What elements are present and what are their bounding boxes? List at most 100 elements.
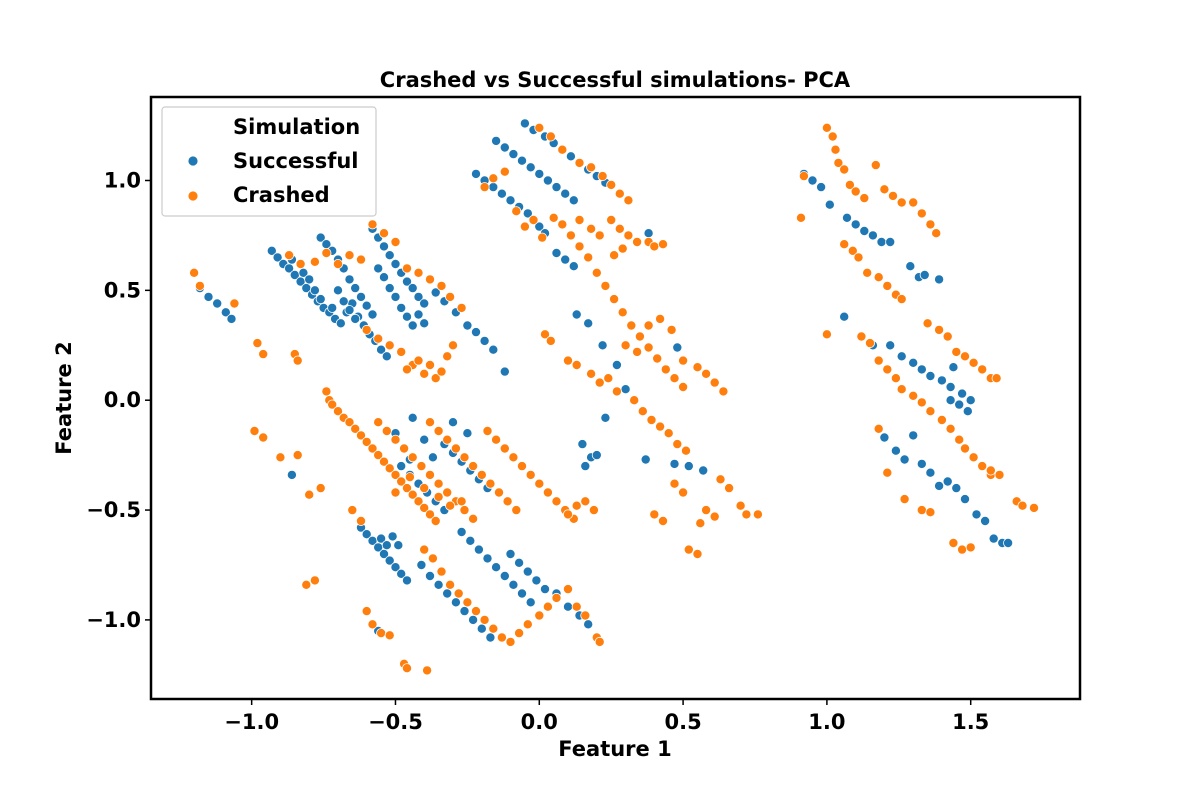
point-crashed-242: [925, 219, 936, 230]
point-successful-217: [899, 454, 910, 465]
point-crashed-170: [534, 122, 545, 133]
point-crashed-191: [663, 428, 674, 439]
point-crashed-120: [470, 606, 481, 617]
point-successful-60: [378, 272, 389, 283]
point-crashed-1: [194, 280, 205, 291]
point-crashed-7: [275, 452, 286, 463]
point-successful-202: [957, 388, 968, 399]
point-successful-216: [890, 445, 901, 456]
point-successful-227: [948, 362, 959, 373]
point-crashed-70: [416, 461, 427, 472]
y-tick-label: 1.0: [104, 168, 141, 192]
point-successful-196: [896, 351, 907, 362]
point-crashed-166: [574, 214, 585, 225]
point-crashed-231: [796, 212, 807, 223]
point-successful-175: [591, 450, 602, 461]
point-crashed-96: [551, 496, 562, 507]
point-crashed-20: [344, 250, 355, 261]
point-crashed-171: [545, 131, 556, 142]
chart-title: Crashed vs Successful simulations- PCA: [380, 68, 851, 92]
point-crashed-153: [669, 373, 680, 384]
point-crashed-104: [390, 487, 401, 498]
point-crashed-6: [258, 432, 269, 443]
point-successful-145: [424, 571, 435, 582]
point-crashed-128: [542, 601, 553, 612]
point-successful-85: [508, 149, 519, 160]
point-crashed-49: [344, 417, 355, 428]
point-crashed-249: [856, 331, 867, 342]
point-successful-56: [430, 287, 441, 298]
point-successful-40: [315, 294, 326, 305]
point-crashed-286: [1029, 502, 1040, 513]
point-crashed-260: [954, 434, 965, 445]
point-crashed-17: [309, 256, 320, 267]
point-crashed-40: [424, 359, 435, 370]
point-successful-49: [384, 250, 395, 261]
point-crashed-107: [361, 606, 372, 617]
y-axis-label: Feature 2: [52, 341, 76, 454]
point-crashed-179: [540, 329, 551, 340]
point-crashed-103: [404, 472, 415, 483]
point-successful-204: [905, 261, 916, 272]
point-successful-213: [951, 483, 962, 494]
point-crashed-232: [839, 239, 850, 250]
point-successful-135: [378, 549, 389, 560]
point-crashed-150: [643, 342, 654, 353]
point-crashed-34: [396, 346, 407, 357]
point-crashed-267: [942, 331, 953, 342]
point-crashed-188: [637, 406, 648, 417]
point-crashed-117: [445, 579, 456, 590]
legend: Simulation Successful Crashed: [161, 106, 377, 217]
point-successful-79: [522, 208, 533, 219]
point-crashed-84: [485, 478, 496, 489]
point-crashed-56: [384, 463, 395, 474]
point-crashed-189: [646, 414, 657, 425]
point-crashed-198: [666, 324, 677, 335]
x-tick-label: 0.0: [521, 710, 558, 734]
point-crashed-145: [600, 280, 611, 291]
point-successful-224: [988, 533, 999, 544]
point-crashed-215: [709, 511, 720, 522]
point-successful-195: [885, 340, 896, 351]
point-crashed-32: [373, 333, 384, 344]
point-successful-5: [266, 245, 277, 256]
point-successful-166: [540, 584, 551, 595]
point-crashed-271: [977, 364, 988, 375]
point-successful-59: [373, 263, 384, 274]
point-crashed-161: [658, 239, 669, 250]
point-crashed-105: [355, 516, 366, 527]
point-successful-1: [203, 291, 214, 302]
point-crashed-222: [821, 122, 832, 133]
point-crashed-256: [916, 397, 927, 408]
point-successful-93: [519, 118, 530, 129]
point-crashed-108: [367, 619, 378, 630]
point-crashed-142: [574, 241, 585, 252]
point-crashed-129: [551, 592, 562, 603]
point-successful-26: [315, 232, 326, 243]
point-crashed-206: [571, 500, 582, 511]
point-successful-209: [916, 458, 927, 469]
point-successful-88: [534, 168, 545, 179]
point-crashed-274: [873, 423, 884, 434]
point-crashed-43: [447, 340, 458, 351]
point-crashed-121: [479, 614, 490, 625]
point-crashed-283: [985, 465, 996, 476]
point-successful-6: [272, 252, 283, 263]
legend-label-successful: Successful: [233, 149, 359, 173]
point-crashed-248: [821, 329, 832, 340]
point-crashed-154: [678, 381, 689, 392]
legend-label-crashed: Crashed: [233, 183, 330, 207]
point-successful-45: [350, 313, 361, 324]
point-successful-48: [378, 241, 389, 252]
point-crashed-16: [295, 258, 306, 269]
point-crashed-151: [652, 353, 663, 364]
point-crashed-11: [309, 575, 320, 586]
point-successful-190: [867, 230, 878, 241]
point-crashed-4: [258, 349, 269, 360]
point-successful-39: [309, 285, 320, 296]
point-crashed-106: [347, 505, 358, 516]
point-crashed-149: [634, 331, 645, 342]
point-successful-222: [971, 509, 982, 520]
point-crashed-79: [442, 434, 453, 445]
legend-marker-crashed: [187, 190, 199, 202]
